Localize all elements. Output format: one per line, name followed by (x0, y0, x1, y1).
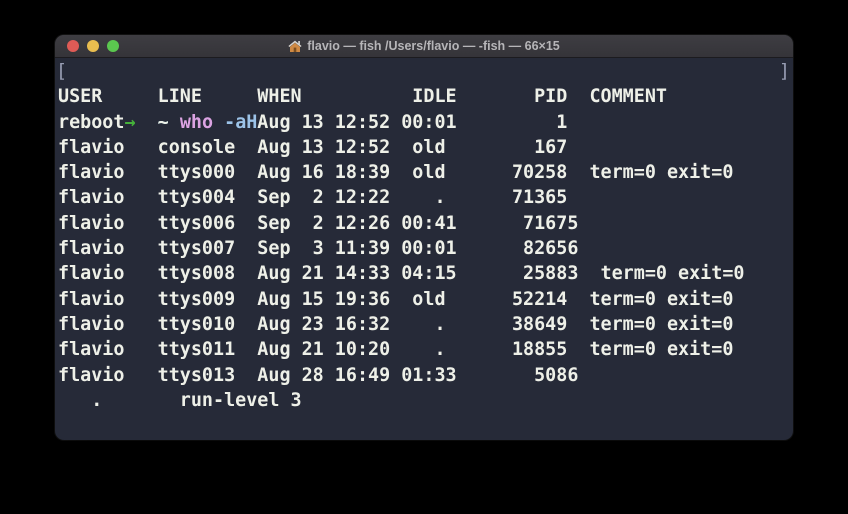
who-output-row: flavio ttys004 Sep 2 12:22 . 71365 (58, 187, 568, 209)
close-button[interactable] (67, 40, 79, 52)
who-output-row: flavio ttys006 Sep 2 12:26 00:41 71675 (58, 212, 579, 234)
who-output-row: flavio ttys009 Aug 15 19:36 old 52214 te… (58, 288, 734, 310)
prompt-arrow: → (124, 111, 136, 133)
prompt-mark-open: [ (56, 61, 68, 82)
who-output-row: flavio ttys007 Sep 3 11:39 00:01 82656 (58, 238, 579, 260)
who-output-row: flavio ttys000 Aug 16 18:39 old 70258 te… (58, 162, 734, 184)
window-title-text: flavio — fish /Users/flavio — -fish — 66… (307, 38, 560, 53)
command-line-content: → ~ who -aH (124, 112, 257, 133)
traffic-lights (67, 35, 119, 57)
terminal-window: flavio — fish /Users/flavio — -fish — 66… (55, 35, 793, 440)
command-name: who (179, 111, 214, 133)
prompt-mark-close: ] (778, 61, 790, 82)
who-output-row: flavio ttys008 Aug 21 14:33 04:15 25883 … (58, 263, 745, 285)
runlevel-row: . run-level 3 (58, 389, 302, 411)
who-output: reboot ~ Aug 13 12:52 00:01 1 flavio cons… (58, 110, 790, 388)
title-bar[interactable]: flavio — fish /Users/flavio — -fish — 66… (55, 35, 793, 58)
zoom-button[interactable] (107, 40, 119, 52)
window-title: flavio — fish /Users/flavio — -fish — 66… (288, 35, 560, 58)
command-line: [ → ~ who -aH ] (56, 59, 790, 133)
who-output-row: flavio console Aug 13 12:52 old 167 (58, 136, 568, 158)
who-output-row: flavio ttys013 Aug 28 16:49 01:33 5086 (58, 364, 579, 386)
who-output-row: flavio ttys010 Aug 23 16:32 . 38649 term… (58, 313, 734, 335)
terminal-screen[interactable]: [ → ~ who -aH ] USER LINE WHEN IDLE PID … (55, 58, 793, 440)
who-header-row: USER LINE WHEN IDLE PID COMMENT (58, 86, 667, 108)
prompt-cwd: ~ (157, 111, 169, 133)
who-output-row: reboot ~ Aug 13 12:52 00:01 1 (58, 111, 568, 133)
prompt-line: → ~ (58, 413, 790, 440)
minimize-button[interactable] (87, 40, 99, 52)
command-args: -aH (224, 111, 258, 133)
home-icon (288, 40, 302, 53)
who-output-row: flavio ttys011 Aug 21 10:20 . 18855 term… (58, 339, 734, 361)
